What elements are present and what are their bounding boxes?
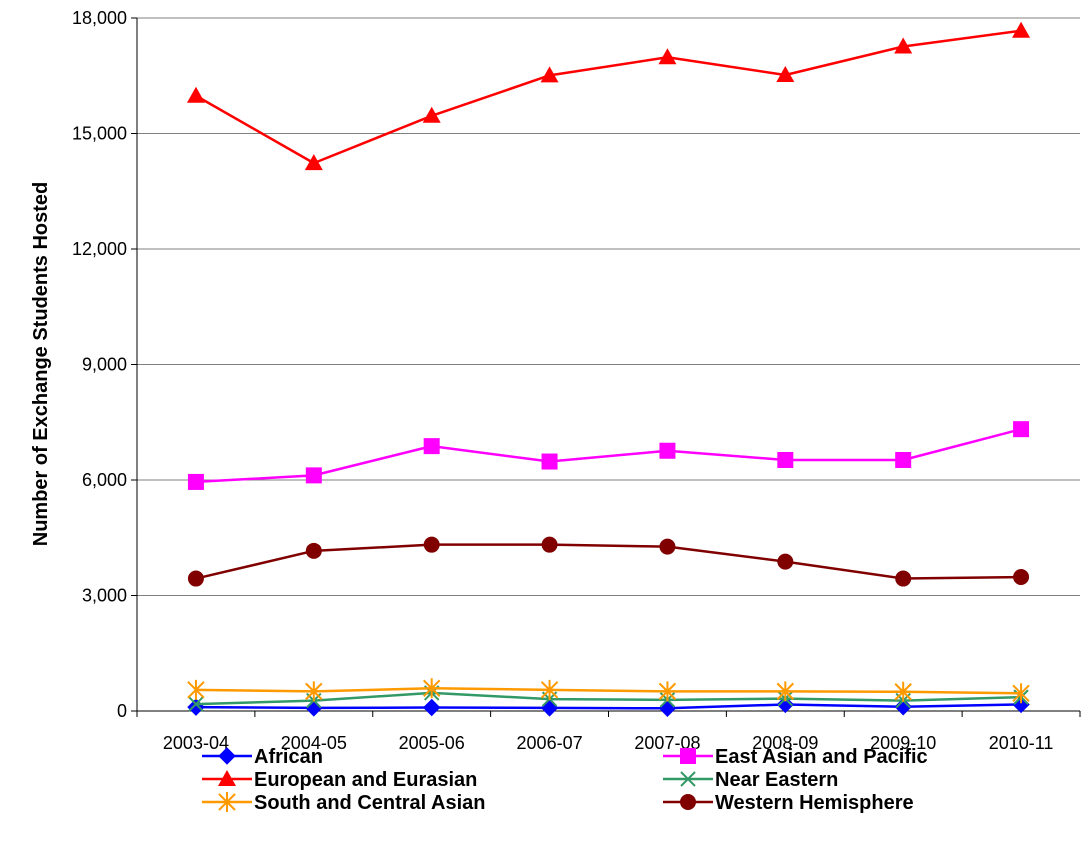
y-tick-label: 9,000 — [82, 355, 127, 375]
data-point — [305, 681, 323, 702]
data-point — [305, 542, 322, 559]
series-4 — [187, 678, 1030, 704]
data-point — [422, 106, 441, 123]
series-2 — [186, 21, 1031, 171]
x-tick-label: 2006-07 — [517, 733, 583, 753]
data-point — [188, 696, 204, 712]
data-point — [304, 154, 323, 171]
legend-marker — [218, 770, 236, 786]
series-line — [195, 29, 1022, 165]
data-point — [1013, 421, 1030, 438]
gridlines — [137, 17, 1080, 596]
series-line — [195, 543, 1022, 580]
legend: African East Asian and Pacific European an… — [202, 746, 928, 814]
legend-label: Near Eastern — [715, 769, 838, 791]
legend-item: Western Hemisphere — [663, 792, 914, 814]
y-tick-label: 0 — [117, 701, 127, 721]
legend-item: East Asian and Pacific — [663, 746, 928, 768]
series-5 — [187, 536, 1030, 587]
data-point — [540, 679, 559, 700]
y-tick-label: 6,000 — [82, 470, 127, 490]
x-tick-label: 2009-10 — [870, 733, 936, 753]
data-point — [541, 453, 558, 470]
legend-item: African — [202, 746, 323, 768]
legend-marker — [680, 794, 696, 810]
y-axis-ticks: 0 3,000 6,000 9,000 12,000 15,000 18,000 — [72, 8, 137, 721]
series-line — [195, 427, 1022, 484]
x-tick-label: 2004-05 — [281, 733, 347, 753]
series-line — [195, 703, 1022, 710]
x-tick-label: 2010-11 — [989, 733, 1054, 753]
legend-label: European and Eurasian — [254, 769, 477, 791]
legend-label: Western Hemisphere — [715, 792, 914, 814]
data-point — [540, 66, 559, 83]
data-point — [1012, 21, 1031, 38]
data-point — [895, 570, 912, 587]
data-point — [423, 438, 440, 455]
data-point — [186, 86, 205, 103]
data-point — [305, 467, 322, 484]
data-point — [777, 553, 794, 570]
data-point — [540, 699, 559, 717]
data-point — [658, 681, 677, 702]
data-point — [1012, 683, 1030, 704]
legend-marker — [680, 771, 696, 787]
x-tick-label: 2008-09 — [752, 733, 818, 753]
data-point — [1013, 569, 1030, 586]
y-tick-label: 18,000 — [72, 8, 127, 28]
series-line — [195, 691, 1022, 706]
legend-item: South and Central Asian — [202, 792, 486, 814]
data-point — [776, 695, 795, 714]
data-point — [895, 451, 912, 468]
legend-marker — [680, 748, 696, 764]
x-tick-label: 2003-04 — [163, 733, 229, 753]
legend-label: African — [254, 746, 323, 768]
x-axis-ticks: 2003-04 2004-05 2005-06 2006-07 2007-08 2008-… — [136, 711, 1081, 753]
data-point — [422, 678, 441, 699]
data-point — [776, 65, 795, 82]
data-point — [187, 570, 204, 587]
data-point — [422, 698, 441, 717]
data-point — [658, 699, 677, 718]
data-point — [187, 473, 204, 490]
data-point — [187, 698, 205, 716]
series-group — [186, 21, 1031, 718]
data-point — [894, 698, 912, 716]
y-tick-label: 15,000 — [72, 124, 127, 144]
data-point — [187, 679, 205, 700]
y-tick-label: 12,000 — [72, 239, 127, 259]
data-point — [423, 536, 440, 553]
series-1 — [187, 421, 1030, 490]
data-point — [659, 538, 676, 555]
y-axis-title: Number of Exchange Students Hosted — [30, 182, 52, 547]
data-point — [777, 451, 794, 468]
data-point — [659, 442, 676, 459]
series-line — [195, 687, 1022, 695]
data-point — [658, 48, 677, 65]
data-point — [541, 536, 558, 553]
data-point — [894, 37, 913, 54]
legend-item: Near Eastern — [663, 769, 838, 791]
legend-marker — [218, 792, 236, 812]
legend-marker — [218, 747, 236, 765]
data-point — [776, 681, 795, 702]
legend-item: European and Eurasian — [202, 769, 477, 791]
data-point — [894, 681, 912, 702]
data-point — [305, 699, 323, 717]
y-tick-label: 3,000 — [82, 586, 127, 606]
legend-label: South and Central Asian — [254, 792, 486, 814]
x-tick-label: 2005-06 — [399, 733, 465, 753]
legend-label: East Asian and Pacific — [715, 746, 928, 768]
